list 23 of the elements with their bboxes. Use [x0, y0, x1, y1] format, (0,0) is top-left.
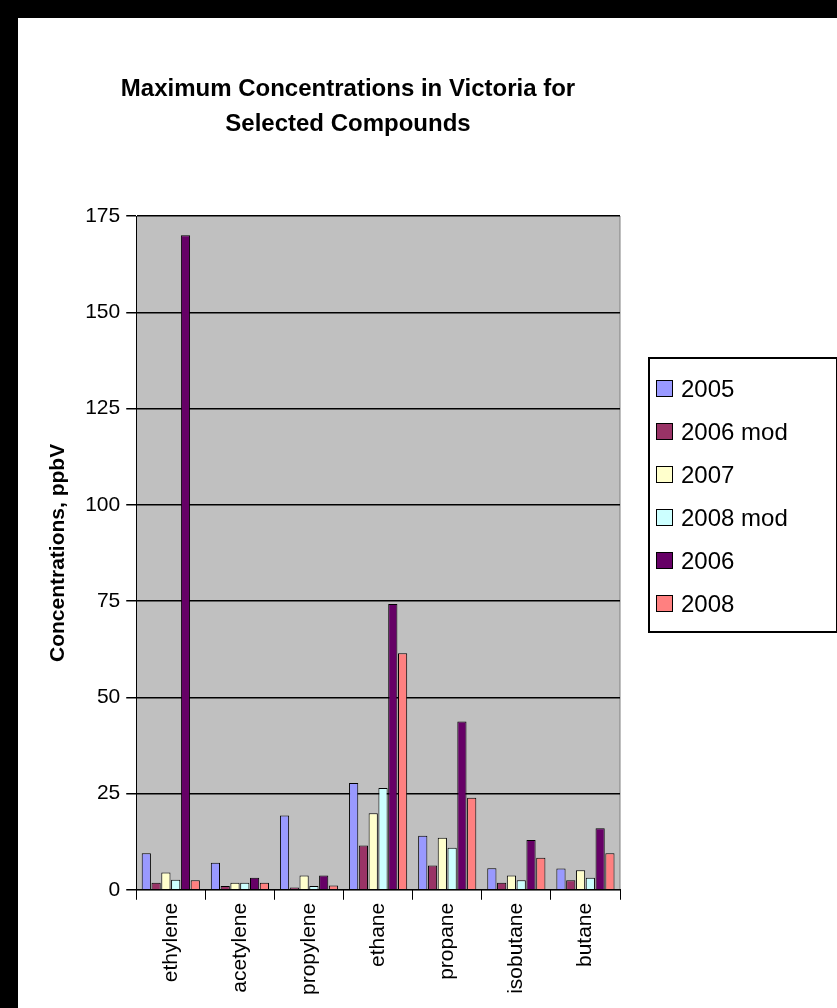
y-axis-title: Concentrations, ppbV [45, 443, 69, 662]
x-tick-label: propylene [295, 902, 319, 995]
x-tick-label: ethylene [157, 902, 181, 983]
y-tick-label: 175 [85, 202, 121, 226]
legend-label: 2005 [681, 374, 735, 403]
x-tick-label: ethane [364, 902, 388, 967]
x-tick-label: propane [434, 902, 458, 980]
y-tick-label: 50 [96, 684, 121, 708]
x-tick-label: butane [572, 902, 596, 967]
legend-label: 2006 [681, 546, 735, 575]
x-tick-label: acetylene [226, 902, 250, 993]
chart-title: Maximum Concentrations in Victoria for Selected Compounds [119, 73, 577, 138]
y-tick-label: 100 [85, 491, 121, 515]
y-tick-label: 150 [85, 299, 121, 323]
legend-label: 2006 mod [681, 417, 788, 446]
legend-label: 2008 [681, 589, 735, 618]
y-tick-label: 125 [85, 395, 121, 419]
x-tick-label: isobutane [503, 902, 527, 994]
y-tick-label: 0 [108, 876, 121, 900]
y-tick-label: 75 [96, 587, 121, 611]
legend-label: 2007 [681, 460, 735, 489]
legend-label: 2008 mod [681, 503, 788, 532]
y-tick-label: 25 [96, 780, 121, 804]
